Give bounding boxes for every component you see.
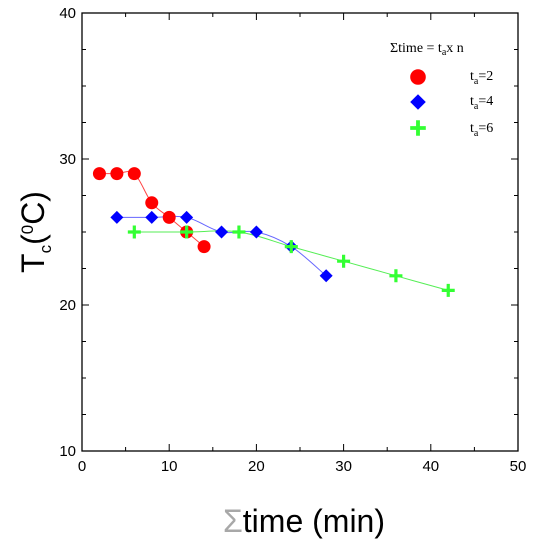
point-series-3: [441, 283, 455, 297]
legend-marker-3: [410, 120, 426, 136]
legend-entry-1: ta=2: [470, 69, 493, 87]
y-tick-label: 40: [59, 5, 76, 22]
point-series-1: [145, 196, 159, 210]
x-tick-label: 30: [335, 458, 352, 475]
point-series-2: [319, 269, 333, 283]
fit-line-series-3: [134, 230, 449, 291]
point-series-1: [127, 167, 141, 181]
y-tick-label: 30: [59, 151, 76, 168]
y-tick-label: 10: [59, 443, 76, 460]
point-series-1: [162, 210, 176, 224]
legend-marker-1: [410, 69, 426, 85]
point-series-2: [110, 210, 124, 224]
legend-entry-3: ta=6: [470, 121, 493, 139]
point-series-2: [180, 210, 194, 224]
point-series-1: [92, 167, 106, 181]
point-series-3: [180, 225, 194, 239]
point-series-3: [127, 225, 141, 239]
x-axis-title: Σtime (min): [223, 503, 385, 539]
point-series-1: [197, 240, 211, 254]
point-series-3: [337, 254, 351, 268]
x-tick-label: 40: [422, 458, 439, 475]
x-tick-label: 10: [161, 458, 178, 475]
point-series-2: [145, 210, 159, 224]
legend-marker-2: [410, 94, 426, 110]
legend-title: Σtime = tax n: [390, 41, 464, 58]
x-tick-label: 0: [78, 458, 86, 475]
x-tick-label: 20: [248, 458, 265, 475]
y-axis-title: Tc(0C): [15, 191, 55, 273]
point-series-3: [389, 269, 403, 283]
data-markers: [92, 167, 455, 297]
legend: Σtime = tax n ta=2 ta=4 ta=6: [390, 41, 493, 139]
point-series-1: [110, 167, 124, 181]
point-series-3: [232, 225, 246, 239]
point-series-2: [249, 225, 263, 239]
x-tick-label: 50: [510, 458, 527, 475]
y-tick-label: 20: [59, 297, 76, 314]
point-series-3: [284, 240, 298, 254]
point-series-2: [215, 225, 229, 239]
legend-entry-2: ta=4: [470, 94, 493, 112]
